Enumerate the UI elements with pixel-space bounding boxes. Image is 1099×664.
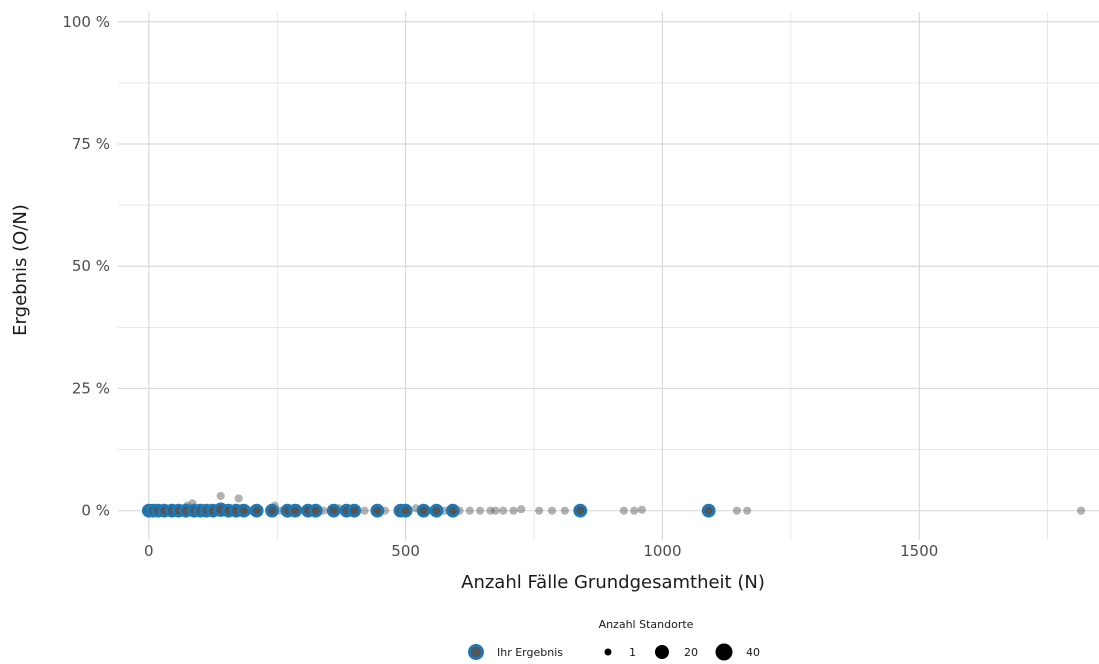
highlight-point — [370, 503, 385, 518]
data-point — [360, 506, 369, 515]
legend-size-swatch-1 — [604, 648, 612, 656]
highlight-point — [445, 503, 460, 518]
y-tick-labels: 0 % 25 % 50 % 75 % 100 % — [62, 13, 110, 520]
data-point — [743, 506, 752, 515]
y-tick-label: 0 % — [81, 502, 110, 520]
highlight-point — [236, 503, 251, 518]
highlight-point — [573, 503, 588, 518]
legend-highlight-label: Ihr Ergebnis — [497, 646, 563, 659]
minor-gridlines — [118, 12, 1099, 540]
data-point — [509, 506, 518, 515]
x-axis-title: Anzahl Fälle Grundgesamtheit (N) — [461, 572, 765, 593]
y-tick-label: 100 % — [62, 13, 110, 31]
highlight-point — [308, 503, 323, 518]
x-tick-label: 1000 — [643, 542, 681, 560]
data-point — [234, 494, 243, 503]
data-point — [216, 491, 225, 501]
data-point — [517, 505, 526, 514]
x-tick-label: 500 — [391, 542, 420, 560]
x-tick-label: 1500 — [900, 542, 938, 560]
highlight-point — [398, 503, 413, 518]
data-point — [486, 506, 495, 515]
data-point — [465, 506, 474, 515]
highlight-point — [249, 503, 264, 518]
highlight-point — [265, 503, 279, 518]
points-highlight — [141, 502, 716, 518]
legend: Anzahl Standorte Ihr Ergebnis 1 20 40 — [468, 618, 760, 661]
data-point — [732, 506, 742, 515]
y-tick-label: 50 % — [72, 257, 110, 275]
legend-size-swatch-20 — [655, 645, 669, 659]
legend-title: Anzahl Standorte — [599, 618, 694, 631]
legend-size-label-1: 1 — [629, 646, 636, 659]
x-tick-labels: 0 500 1000 1500 — [144, 542, 938, 560]
legend-highlight-swatch — [468, 644, 484, 660]
y-axis-title: Ergebnis (O/N) — [10, 204, 31, 336]
highlight-point — [326, 503, 341, 518]
highlight-point — [429, 503, 444, 518]
data-point — [630, 506, 639, 515]
data-point — [619, 506, 629, 515]
data-point — [535, 506, 544, 515]
legend-size-label-20: 20 — [684, 646, 698, 659]
data-point — [560, 506, 569, 515]
y-tick-label: 25 % — [72, 379, 110, 397]
highlight-point — [416, 503, 431, 518]
x-tick-label: 0 — [144, 542, 154, 560]
highlight-point — [347, 503, 362, 518]
data-point — [547, 506, 557, 515]
data-point — [637, 505, 646, 514]
major-gridlines — [118, 12, 1099, 540]
data-point — [1076, 506, 1086, 515]
data-point — [475, 506, 485, 515]
legend-size-swatch-40 — [715, 643, 733, 661]
legend-size-label-40: 40 — [746, 646, 760, 659]
highlight-point — [288, 503, 303, 518]
highlight-point — [701, 503, 716, 518]
y-tick-label: 75 % — [72, 135, 110, 153]
data-point — [491, 506, 500, 515]
data-point — [499, 506, 508, 515]
